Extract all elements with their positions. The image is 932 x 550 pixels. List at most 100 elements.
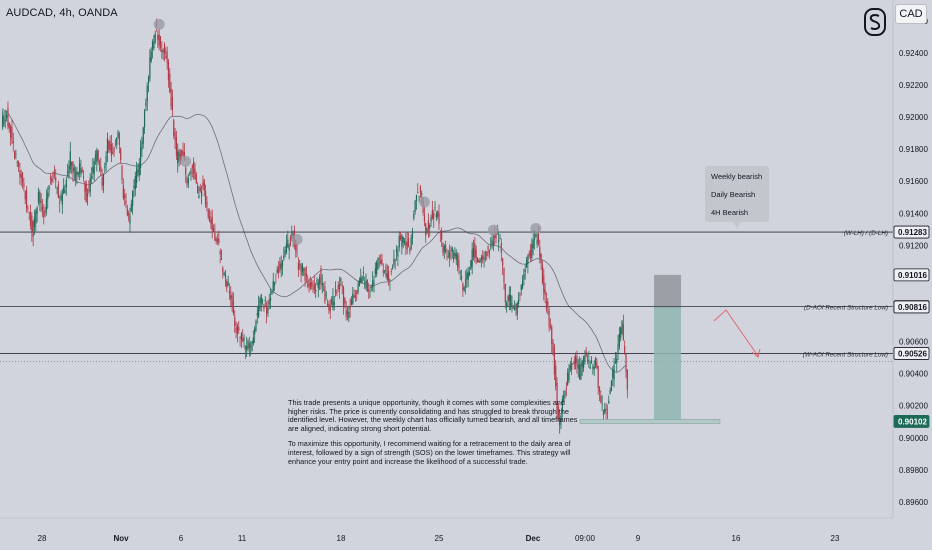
candle-body	[488, 249, 491, 253]
candle-body	[421, 193, 423, 195]
candle-body	[470, 260, 472, 270]
candle-body	[181, 149, 183, 156]
candle-body	[430, 217, 432, 222]
candle-body	[557, 406, 559, 419]
peak-marker-5	[530, 223, 542, 235]
candle-body	[532, 239, 534, 249]
peak-marker-1	[180, 155, 192, 167]
candle-body	[88, 189, 90, 191]
candle-body	[276, 269, 278, 274]
analysis-note: This trade presents a unique opportunity…	[288, 398, 580, 473]
candle-body	[443, 245, 445, 252]
candle-body	[273, 282, 276, 286]
candle-body	[417, 192, 419, 194]
tooltip-4h: 4H Bearish	[711, 208, 749, 217]
candle-body	[545, 301, 548, 310]
candle-body	[175, 137, 178, 156]
y-tick-12: 0.89800	[899, 466, 928, 475]
candle-body	[401, 234, 403, 247]
candle-body	[418, 196, 420, 197]
candle-body	[259, 298, 261, 309]
candle-body	[321, 283, 323, 286]
candle-body	[427, 220, 429, 229]
candle-body	[177, 151, 179, 164]
candle-body	[222, 267, 224, 272]
candle-body	[551, 326, 553, 344]
candle-body	[552, 342, 554, 355]
y-tick-1: 0.92400	[899, 49, 928, 58]
candle-body	[29, 211, 32, 226]
x-tick-0: 28	[38, 534, 47, 543]
candle-body	[382, 270, 384, 273]
candle-body	[370, 286, 372, 288]
candle-body	[433, 212, 435, 219]
peak-marker-3	[418, 196, 430, 208]
candle-body	[97, 150, 99, 161]
candle-body	[388, 271, 390, 281]
candle-body	[437, 211, 439, 217]
candle-body	[33, 217, 36, 228]
candle-body	[304, 267, 306, 281]
candle-body	[403, 241, 406, 244]
candle-body	[93, 160, 95, 175]
candle-body	[580, 364, 582, 380]
candle-body	[260, 294, 262, 304]
candle-body	[338, 283, 341, 290]
candle-body	[128, 213, 130, 216]
candle-body	[348, 311, 350, 318]
candle-body	[445, 244, 447, 253]
candle-body	[277, 267, 280, 273]
candle-body	[507, 296, 509, 302]
candle-body	[250, 345, 252, 347]
candle-body	[167, 61, 170, 80]
candle-body	[243, 337, 245, 340]
candle-body	[133, 186, 135, 188]
candle-body	[356, 290, 358, 295]
candle-body	[449, 252, 451, 259]
candle-body	[524, 269, 526, 273]
candle-body	[287, 239, 289, 247]
candle-body	[154, 33, 156, 43]
candle-body	[330, 299, 333, 305]
candle-body	[342, 286, 345, 307]
candle-body	[216, 239, 219, 243]
candle-body	[525, 260, 528, 268]
candle-body	[483, 257, 485, 259]
candle-body	[171, 97, 174, 111]
tooltip-daily: Daily Bearish	[711, 190, 756, 199]
candle-body	[472, 247, 475, 258]
x-tick-4: 18	[337, 534, 346, 543]
candle-body	[622, 323, 624, 341]
candle-body	[531, 243, 533, 259]
candle-body	[105, 155, 107, 166]
candle-body	[559, 417, 561, 426]
candle-body	[520, 285, 522, 291]
candle-body	[556, 382, 558, 410]
candle-body	[265, 306, 268, 314]
candle-body	[385, 266, 387, 276]
candle-body	[153, 41, 155, 49]
candle-body	[523, 273, 525, 281]
candle-body	[210, 219, 212, 224]
candle-body	[468, 272, 471, 276]
candle-body	[616, 358, 618, 364]
candle-body	[446, 256, 448, 258]
candle-body	[96, 150, 98, 163]
candle-body	[617, 344, 619, 354]
candle-body	[235, 327, 237, 332]
candle-body	[15, 154, 17, 155]
candle-body	[137, 170, 139, 173]
candle-body	[136, 168, 138, 183]
candle-body	[572, 363, 574, 365]
candle-body	[234, 316, 236, 327]
candle-body	[218, 238, 220, 243]
candle-body	[232, 301, 235, 314]
candle-body	[612, 369, 614, 379]
candle-body	[61, 193, 63, 205]
candle-body	[161, 49, 163, 53]
candle-body	[362, 271, 365, 274]
candle-body	[219, 250, 221, 255]
currency-button[interactable]: CAD	[895, 4, 927, 24]
candle-body	[311, 282, 313, 287]
